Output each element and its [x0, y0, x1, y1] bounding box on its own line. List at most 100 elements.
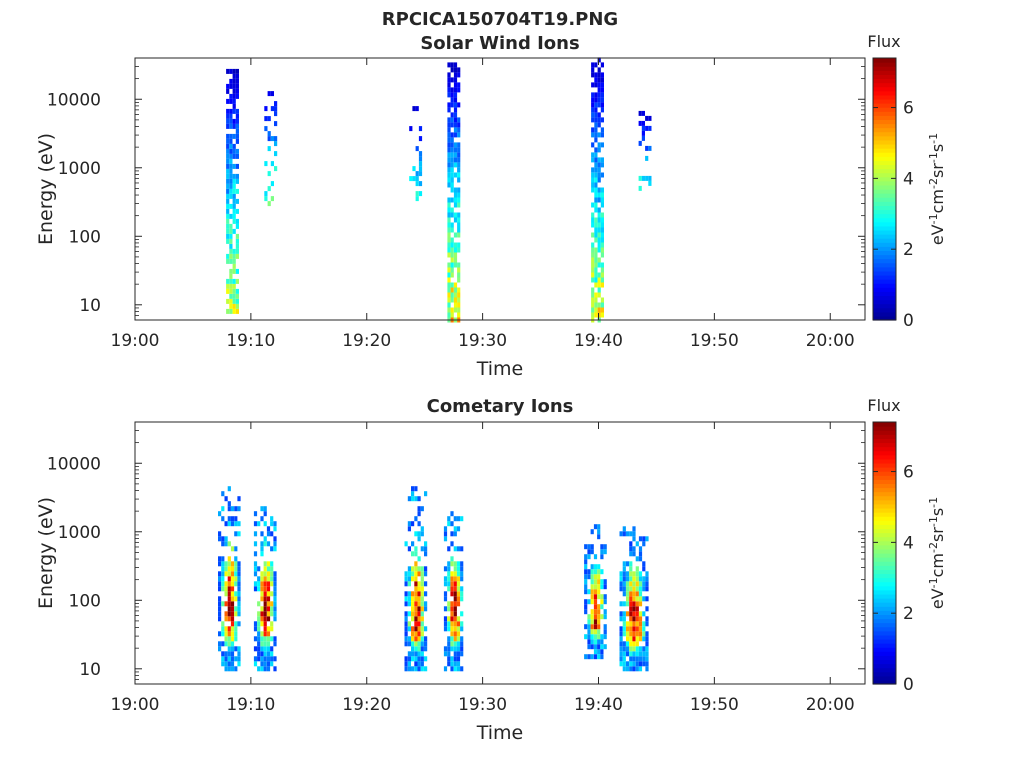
heatmap-cell — [404, 601, 408, 607]
heatmap-cell — [404, 581, 408, 587]
heatmap-cell — [227, 586, 231, 592]
heatmap-cell — [420, 601, 424, 607]
colorbar-segment — [873, 262, 896, 268]
y-axis-label: Energy (eV) — [35, 497, 57, 609]
heatmap-cell — [597, 282, 601, 288]
heatmap-cell — [635, 576, 639, 582]
heatmap-cell — [597, 639, 601, 645]
heatmap-cell — [270, 521, 274, 527]
heatmap-cell — [266, 531, 271, 537]
heatmap-cell — [594, 72, 598, 78]
heatmap-cell — [232, 73, 236, 79]
heatmap-cell — [447, 242, 451, 248]
heatmap-cell — [593, 584, 598, 590]
heatmap-cell — [229, 258, 233, 264]
heatmap-cell — [234, 531, 238, 537]
heatmap-cell — [453, 152, 458, 158]
heatmap-cell — [597, 609, 601, 615]
heatmap-cell — [253, 551, 258, 557]
heatmap-cell — [642, 636, 646, 642]
heatmap-cell — [253, 636, 258, 642]
heatmap-cell — [591, 212, 595, 218]
heatmap-cell — [407, 666, 411, 672]
heatmap-cell — [414, 551, 418, 557]
heatmap-cell — [645, 115, 649, 121]
heatmap-cell — [597, 172, 601, 178]
colorbar-segment — [873, 487, 896, 493]
heatmap-cell — [443, 606, 448, 612]
heatmap-cell — [447, 581, 451, 587]
heatmap-cell — [253, 561, 258, 567]
heatmap-cell — [417, 506, 421, 512]
cometary-ions-panel: Cometary Ions 19:00 19:10 19:20 19:30 19:40 1… — [35, 396, 947, 744]
heatmap-cell — [456, 516, 461, 522]
heatmap-cell — [457, 202, 461, 208]
heatmap-cell — [594, 137, 598, 143]
heatmap-cell — [227, 556, 231, 562]
heatmap-cell — [590, 614, 594, 620]
heatmap-cell — [629, 601, 633, 607]
heatmap-cell — [453, 287, 458, 293]
heatmap-cell — [591, 202, 595, 208]
heatmap-cell — [411, 606, 415, 612]
x-tick-label: 20:00 — [806, 695, 855, 715]
heatmap-cell — [584, 584, 588, 590]
heatmap-cell — [450, 147, 454, 153]
heatmap-cell — [460, 571, 464, 577]
heatmap-cell — [263, 621, 267, 627]
heatmap-cell — [417, 521, 421, 527]
colorbar-segment — [873, 299, 896, 305]
heatmap-cell — [450, 172, 454, 178]
heatmap-cell — [232, 303, 236, 309]
heatmap-cell — [417, 611, 421, 617]
heatmap-cell — [266, 646, 271, 652]
heatmap-cell — [417, 596, 421, 602]
colorbar-segment — [873, 491, 896, 497]
colorbar-segment — [873, 679, 896, 685]
heatmap-cell — [642, 611, 646, 617]
heatmap-cell — [267, 186, 271, 192]
heatmap-cell — [447, 142, 451, 148]
heatmap-cell — [593, 554, 598, 560]
heatmap-cell — [453, 606, 457, 612]
figure-title: RPCICA150704T19.PNG — [382, 9, 618, 30]
heatmap-cell — [635, 541, 639, 547]
heatmap-cell — [450, 92, 454, 98]
heatmap-cell — [597, 232, 601, 238]
heatmap-cell — [404, 656, 408, 662]
heatmap-cell — [257, 666, 261, 672]
heatmap-cell — [591, 92, 595, 98]
heatmap-cell — [603, 579, 607, 585]
heatmap-cell — [417, 616, 421, 622]
colorbar-segment — [873, 58, 896, 63]
heatmap-cell — [227, 521, 231, 527]
heatmap-cell — [638, 536, 643, 542]
heatmap-cell — [260, 576, 264, 582]
heatmap-cell — [622, 561, 626, 567]
heatmap-cell — [264, 116, 268, 122]
heatmap-cell — [600, 172, 604, 178]
colorbar-segment — [873, 630, 896, 636]
heatmap-cell — [460, 666, 464, 672]
heatmap-cell — [622, 526, 626, 532]
heatmap-cell — [266, 561, 271, 567]
heatmap-cell — [635, 606, 639, 612]
heatmap-cell — [619, 641, 623, 647]
heatmap-cell — [619, 581, 623, 587]
heatmap-cell — [587, 554, 591, 560]
heatmap-cell — [229, 253, 233, 259]
heatmap-cell — [642, 621, 646, 627]
heatmap-cell — [594, 292, 598, 298]
heatmap-cell — [411, 521, 415, 527]
x-tick-label: 19:10 — [226, 695, 275, 715]
heatmap-cell — [450, 561, 454, 567]
colorbar-segment — [873, 422, 896, 427]
heatmap-cell — [417, 636, 421, 642]
heatmap-cell — [407, 641, 411, 647]
heatmap-cell — [447, 616, 451, 622]
heatmap-cell — [645, 175, 649, 181]
heatmap-cell — [227, 601, 231, 607]
heatmap-cell — [224, 601, 228, 607]
heatmap-cell — [597, 77, 601, 83]
heatmap-cell — [221, 661, 225, 667]
